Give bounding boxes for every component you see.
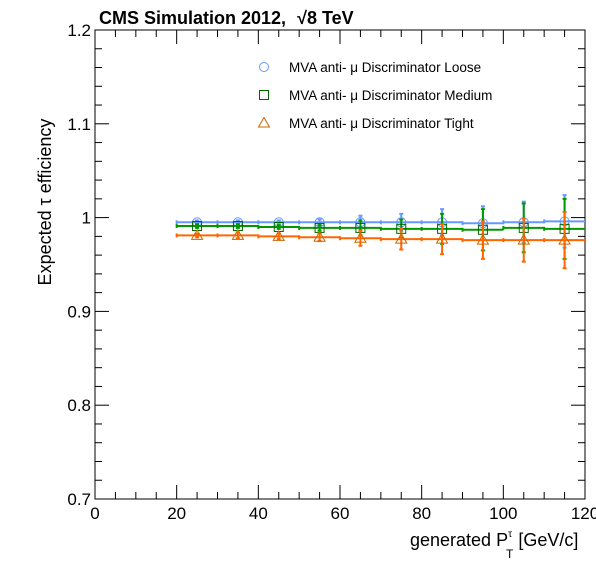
legend-marker-square [259,90,269,100]
x-tick-label: 60 [331,504,350,523]
data-point [435,232,449,244]
y-tick-label: 1.2 [67,21,91,40]
legend-label: MVA anti- μ Discriminator Loose [289,60,481,75]
y-tick-label: 0.9 [67,302,91,321]
y-axis-title: Expected τ efficiency [35,119,55,286]
x-axis-title-sub: T [506,547,514,561]
data-point [354,231,367,243]
series-layer [175,194,585,270]
legend-label: MVA anti- μ Discriminator Medium [289,88,492,103]
y-tick-label: 1 [82,209,91,228]
data-point [517,233,531,245]
legend-label: MVA anti- μ Discriminator Tight [289,116,474,131]
data-point [313,230,326,242]
x-axis-title-sup: τ [508,529,512,540]
x-tick-label: 0 [90,504,99,523]
chart-title: CMS Simulation 2012, √8 TeV [99,8,354,28]
chart-title-energy: √8 TeV [297,8,354,28]
data-point [476,233,490,245]
data-point [558,233,571,245]
legend-marker-circle [259,62,269,72]
data-point [394,232,408,244]
data-point [190,228,204,240]
x-tick-label: 120 [571,504,596,523]
y-tick-label: 0.7 [67,490,91,509]
y-tick-label: 1.1 [67,115,91,134]
y-tick-label: 0.8 [67,396,91,415]
x-axis-title-unit: [GeV/c] [513,530,578,550]
x-tick-label: 100 [489,504,517,523]
x-tick-label: 20 [167,504,186,523]
x-tick-label: 80 [412,504,431,523]
series-triangle [175,210,585,270]
x-axis-title: generated Pτ T [GeV/c] [410,529,578,561]
x-axis-title-main: generated P [410,530,508,550]
legend: MVA anti- μ Discriminator Loose MVA anti-… [257,60,492,131]
axis-ticks [94,29,586,500]
chart-title-main: CMS Simulation 2012, [99,8,286,28]
x-tick-label: 40 [249,504,268,523]
legend-marker-triangle [257,116,271,128]
y-tick-labels: 0.7 0.8 0.9 1 1.1 1.2 [67,21,91,509]
data-point [231,228,245,240]
data-point [272,229,286,241]
x-tick-labels: 0 20 40 60 80 100 120 [90,504,596,523]
